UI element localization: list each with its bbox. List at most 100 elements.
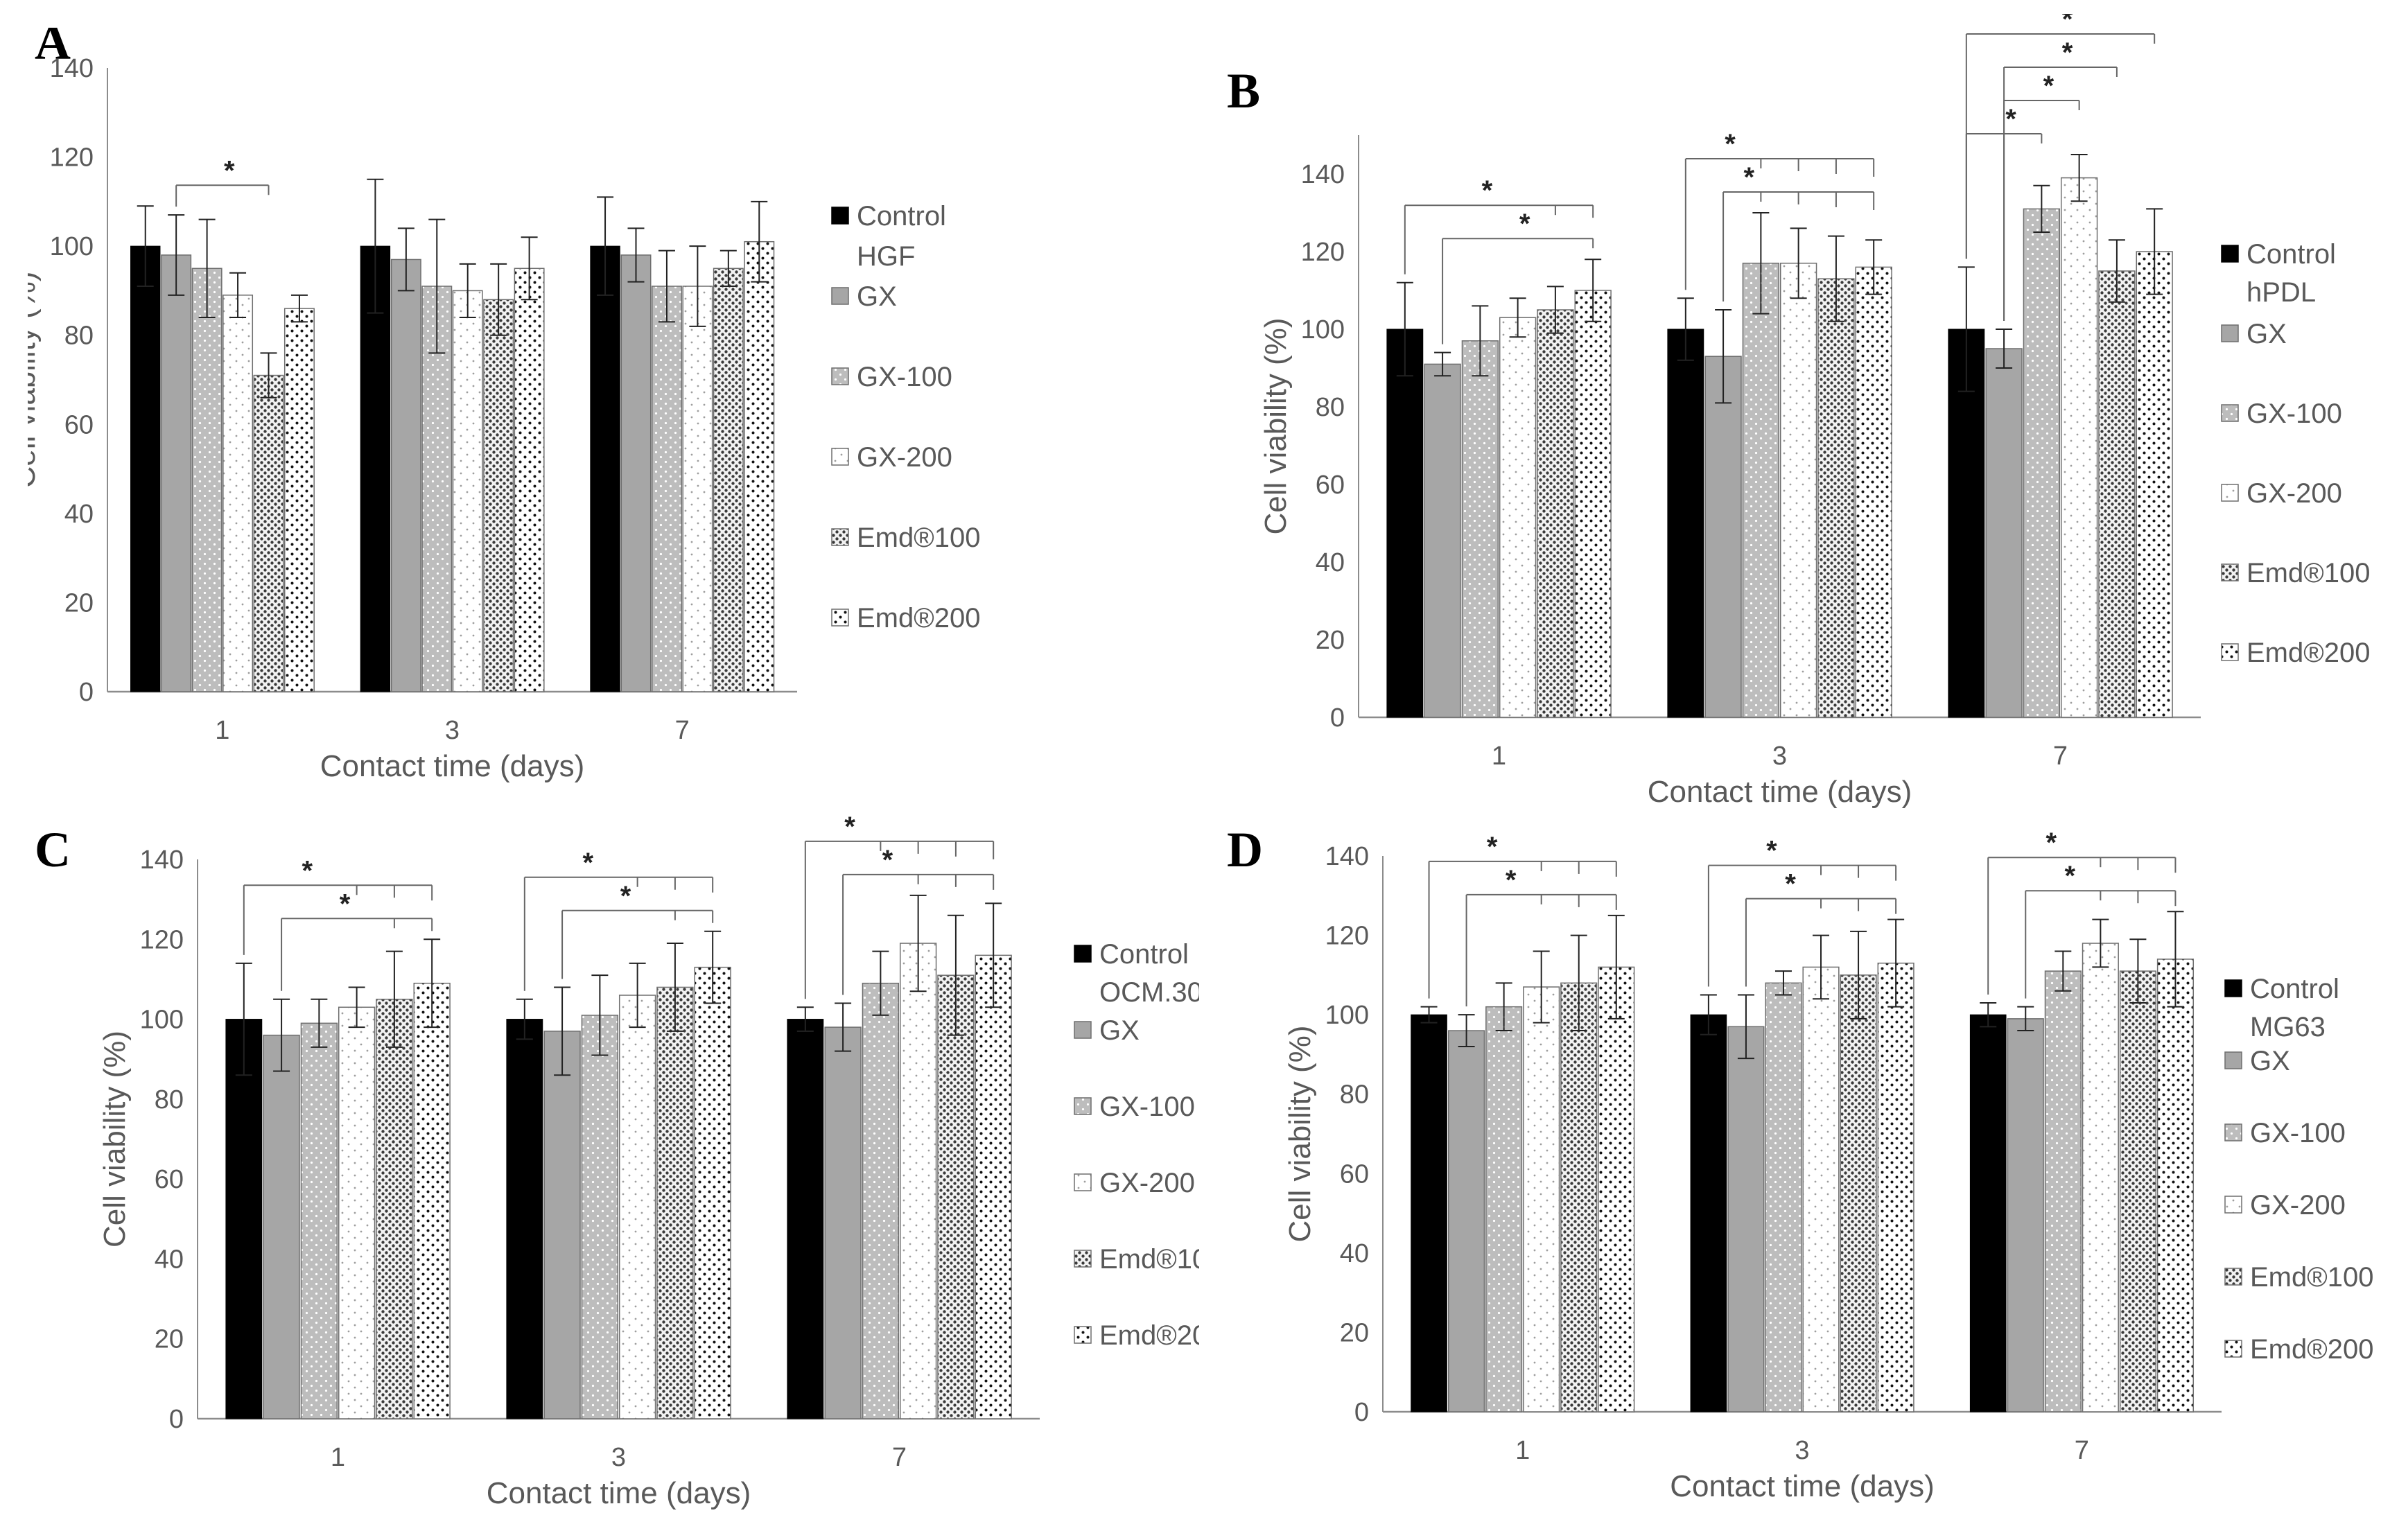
bar-emd100-day3	[1840, 974, 1877, 1412]
legend-cell-line: HGF	[857, 241, 915, 272]
significance-star: *	[340, 889, 351, 919]
chart-c-svg: C 0 20 40 60 80 100 120 140 Cell viability (%) 1 3 7…	[35, 812, 1199, 1510]
y-tick-label: 140	[140, 846, 184, 875]
y-tick-label: 0	[1354, 1398, 1369, 1427]
bar-emd200-day1	[1598, 966, 1635, 1412]
x-tick-label: 1	[1515, 1436, 1530, 1465]
panel-c-ocm30-chart: C 0 20 40 60 80 100 120 140 Cell viability (%) 1 3 7…	[28, 811, 1199, 1532]
y-tick-label: 140	[1325, 842, 1369, 871]
legend-label: GX-200	[857, 442, 952, 473]
bar-emd200-day1	[283, 308, 315, 692]
y-tick-label: 60	[1316, 471, 1345, 500]
bar-emd100-day1	[376, 999, 413, 1419]
y-tick-label: 120	[140, 925, 184, 954]
y-tick-label: 80	[155, 1085, 184, 1114]
bar-gx-day7	[2007, 1018, 2044, 1412]
y-tick-label: 40	[155, 1245, 184, 1274]
bar-gx100-day7	[2044, 970, 2082, 1412]
bar-emd100-day7	[937, 974, 975, 1419]
legend-label: Control	[1099, 939, 1189, 970]
y-tick-label: 100	[50, 232, 94, 261]
bar-emd200-day1	[1574, 290, 1612, 718]
bar-emd100-day1	[1537, 309, 1574, 718]
y-tick-label: 40	[64, 500, 94, 529]
bar-gx-day7	[824, 1026, 862, 1419]
chart-d-svg: D 0 20 40 60 80 100 120 140 Cell viability (%) 1 3 7…	[1227, 822, 2373, 1503]
significance-star: *	[1766, 836, 1777, 866]
bar-emd200-day3	[1855, 266, 1892, 718]
significance-star: *	[2062, 37, 2073, 68]
legend-swatch	[831, 609, 849, 627]
legend-swatch	[831, 287, 849, 305]
bar-gx100-day3	[1742, 263, 1780, 718]
bar-control-day1	[1411, 1014, 1447, 1412]
legend-swatch	[1074, 1250, 1092, 1268]
legend-label: GX	[857, 281, 897, 312]
bar-control-day7	[590, 245, 620, 692]
bar-gx-day1	[1424, 363, 1461, 718]
x-axis-title: Contact time (days)	[1648, 775, 1912, 809]
legend-cell-line: MG63	[2250, 1012, 2326, 1042]
y-tick-label: 20	[1316, 626, 1345, 655]
significance-star: *	[2043, 71, 2055, 101]
bar-emd200-day7	[744, 240, 775, 692]
bar-gx100-day7	[862, 982, 900, 1419]
y-tick-label: 120	[50, 143, 94, 173]
significance-star: *	[2065, 861, 2076, 891]
bar-gx200-day1	[1523, 986, 1560, 1412]
bar-gx100-day1	[1461, 340, 1499, 718]
bar-gx-day7	[1985, 348, 2023, 718]
x-tick-label: 7	[892, 1443, 907, 1472]
y-tick-label: 0	[169, 1405, 184, 1434]
significance-star: *	[2005, 104, 2016, 134]
legend-swatch	[2224, 1268, 2242, 1286]
bar-gx100-day1	[191, 268, 223, 692]
panel-d-mg63-chart: D 0 20 40 60 80 100 120 140 Cell viability (%) 1 3 7…	[1220, 811, 2391, 1532]
y-tick-label: 60	[64, 410, 94, 439]
x-tick-label: 1	[215, 716, 229, 745]
legend-label: GX-100	[2250, 1118, 2346, 1148]
chart-a-svg: A 0 20 40 60 80 100 120 140 Cell viability (%) 1 3 7…	[28, 28, 980, 783]
legend-swatch	[831, 367, 849, 385]
bar-emd100-day3	[656, 986, 694, 1419]
legend-label: GX-200	[2247, 478, 2342, 509]
legend-label: Emd®100	[857, 523, 980, 553]
bar-control-day7	[787, 1019, 824, 1419]
significance-star: *	[1519, 209, 1530, 239]
bar-gx-day1	[1448, 1030, 1485, 1412]
bar-control-day1	[225, 1019, 263, 1419]
bar-gx100-day3	[1765, 982, 1802, 1412]
significance-star: *	[1506, 865, 1517, 895]
y-tick-label: 20	[64, 588, 94, 618]
y-tick-label: 100	[140, 1006, 184, 1035]
bar-control-day3	[506, 1019, 543, 1419]
bar-gx200-day1	[338, 1006, 376, 1419]
bar-gx100-day7	[651, 286, 682, 692]
legend-label: Emd®200	[2250, 1334, 2373, 1365]
legend-label: GX-200	[2250, 1190, 2346, 1220]
bar-gx100-day1	[1485, 1006, 1523, 1412]
bar-emd200-day7	[2136, 251, 2173, 718]
legend-label: GX-100	[857, 362, 952, 392]
bar-gx-day3	[1727, 1026, 1765, 1412]
legend-label: Emd®200	[1099, 1320, 1199, 1351]
legend-swatch	[831, 207, 849, 225]
bar-emd200-day7	[2156, 959, 2195, 1412]
significance-star: *	[844, 812, 855, 842]
x-tick-label: 3	[611, 1443, 626, 1472]
bar-gx200-day1	[223, 295, 254, 692]
legend-label: Emd®100	[2247, 558, 2370, 588]
legend-label: GX-200	[1099, 1168, 1195, 1198]
y-tick-label: 120	[1301, 238, 1345, 267]
y-tick-label: 0	[79, 678, 94, 707]
y-axis-title: Cell viability (%)	[98, 1031, 132, 1248]
legend-swatch	[1074, 1097, 1092, 1115]
y-axis-title: Cell viability (%)	[1259, 318, 1293, 535]
legend-swatch	[2224, 1340, 2242, 1358]
x-tick-label: 7	[2075, 1436, 2089, 1465]
legend-label: GX	[2247, 319, 2287, 349]
bar-gx100-day7	[2023, 208, 2061, 718]
bar-emd200-day1	[413, 982, 451, 1419]
bar-gx-day3	[543, 1031, 581, 1419]
bar-gx200-day3	[1779, 263, 1817, 718]
